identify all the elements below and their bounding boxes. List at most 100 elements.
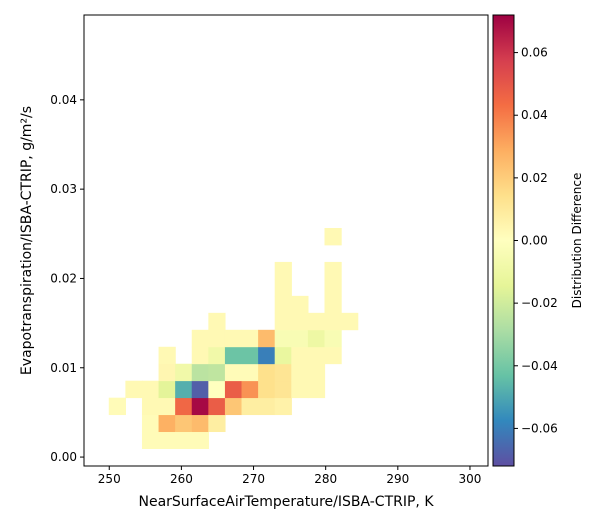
heatmap-cell — [158, 397, 176, 416]
colorbar-label: Distribution Difference — [570, 173, 584, 309]
heatmap-cell — [307, 380, 326, 399]
heatmap-cell — [175, 380, 193, 399]
y-tick-label: 0.00 — [50, 450, 77, 464]
heatmap-cell — [324, 346, 342, 365]
heatmap-cell — [158, 380, 176, 399]
heatmap-cell — [208, 414, 226, 433]
heatmap-cell — [208, 312, 226, 331]
heatmap-cell — [224, 346, 243, 365]
colorbar-tick-label: −0.06 — [521, 421, 558, 435]
heatmap-cell — [175, 397, 193, 416]
heatmap-cell — [324, 312, 342, 331]
y-tick-label: 0.02 — [50, 271, 77, 285]
heatmap-cell — [241, 363, 259, 382]
x-tick-label: 290 — [386, 472, 409, 486]
heatmap-cell — [324, 329, 342, 348]
heatmap-cell — [274, 295, 292, 314]
heatmap-cell — [141, 414, 160, 433]
heatmap-cell — [158, 363, 176, 382]
colorbar-tick-label: 0.04 — [521, 108, 548, 122]
heatmap-cell — [241, 329, 259, 348]
colorbar-ticks: −0.06 −0.04 −0.02 0.00 0.02 0.04 0.06 — [514, 46, 558, 435]
x-tick-label: 280 — [314, 472, 337, 486]
y-axis: 0.00 0.01 0.02 0.03 0.04 — [50, 93, 84, 464]
heatmap-cell — [274, 363, 292, 382]
heatmap-cell — [307, 329, 326, 348]
heatmap-cell — [274, 278, 292, 297]
heatmap-cell — [307, 312, 326, 331]
colorbar-tick-label: −0.02 — [521, 296, 558, 310]
heatmap-cell — [191, 346, 209, 365]
heatmap-cell — [258, 363, 276, 382]
heatmap-cell — [191, 397, 209, 416]
heatmap-cell — [208, 363, 226, 382]
heatmap-cell — [224, 363, 243, 382]
heatmap-cell — [258, 397, 276, 416]
heatmap-cell — [291, 329, 309, 348]
y-tick-label: 0.03 — [50, 182, 77, 196]
heatmap-cell — [108, 397, 126, 416]
heatmap-cell — [191, 431, 209, 449]
heatmap-cell — [324, 295, 342, 314]
heatmap-cell — [258, 329, 276, 348]
heatmap-cell — [175, 414, 193, 433]
heatmap-cell — [208, 397, 226, 416]
colorbar-tick-label: 0.02 — [521, 171, 548, 185]
heatmap-cell — [241, 397, 259, 416]
heatmap-cell — [208, 346, 226, 365]
heatmap-cells — [108, 228, 359, 449]
heatmap-cell — [291, 363, 309, 382]
x-tick-label: 260 — [170, 472, 193, 486]
y-tick-label: 0.01 — [50, 361, 77, 375]
x-tick-label: 300 — [459, 472, 482, 486]
heatmap-cell — [158, 346, 176, 365]
heatmap-cell — [191, 380, 209, 399]
heatmap-cell — [307, 346, 326, 365]
heatmap-cell — [274, 329, 292, 348]
plot-area-frame — [83, 14, 489, 467]
heatmap-cell — [141, 380, 160, 399]
heatmap-cell — [208, 380, 226, 399]
heatmap-cell — [258, 346, 276, 365]
heatmap-cell — [224, 380, 243, 399]
heatmap-cell — [191, 329, 209, 348]
heatmap-cell — [224, 397, 243, 416]
heatmap-cell — [291, 380, 309, 399]
heatmap-cell — [158, 431, 176, 449]
heatmap-cell — [224, 329, 243, 348]
heatmap-cell — [175, 363, 193, 382]
heatmap-cell — [274, 261, 292, 280]
colorbar-tick-label: −0.04 — [521, 359, 558, 373]
heatmap-cell — [274, 346, 292, 365]
x-axis-label: NearSurfaceAirTemperature/ISBA-CTRIP, K — [138, 494, 434, 510]
x-axis: 250 260 270 280 290 300 — [98, 466, 482, 486]
heatmap-cell — [125, 380, 143, 399]
heatmap-cell — [274, 312, 292, 331]
heatmap-cell — [324, 278, 342, 297]
heatmap-cell — [191, 363, 209, 382]
heatmap-cell — [291, 295, 309, 314]
heatmap-cell — [291, 346, 309, 365]
x-tick-label: 270 — [242, 472, 265, 486]
heatmap-cell — [291, 312, 309, 331]
x-tick-label: 250 — [98, 472, 121, 486]
heatmap-cell — [274, 397, 292, 416]
heatmap-cell — [307, 363, 326, 382]
heatmap-cell — [191, 414, 209, 433]
heatmap-cell — [324, 261, 342, 280]
heatmap-cell — [241, 380, 259, 399]
heatmap-cell — [274, 380, 292, 399]
heatmap-cell — [141, 397, 160, 416]
y-tick-label: 0.04 — [50, 93, 77, 107]
heatmap-cell — [141, 431, 160, 449]
y-axis-label: Evapotranspiration/ISBA-CTRIP, g/m²/s — [19, 106, 35, 375]
heatmap-cell — [208, 329, 226, 348]
colorbar — [493, 15, 514, 466]
heatmap-cell — [341, 312, 359, 331]
heatmap-cell — [324, 228, 342, 246]
colorbar-tick-label: 0.00 — [521, 234, 548, 248]
heatmap-cell — [258, 380, 276, 399]
heatmap-cell — [241, 346, 259, 365]
heatmap-cell — [175, 431, 193, 449]
